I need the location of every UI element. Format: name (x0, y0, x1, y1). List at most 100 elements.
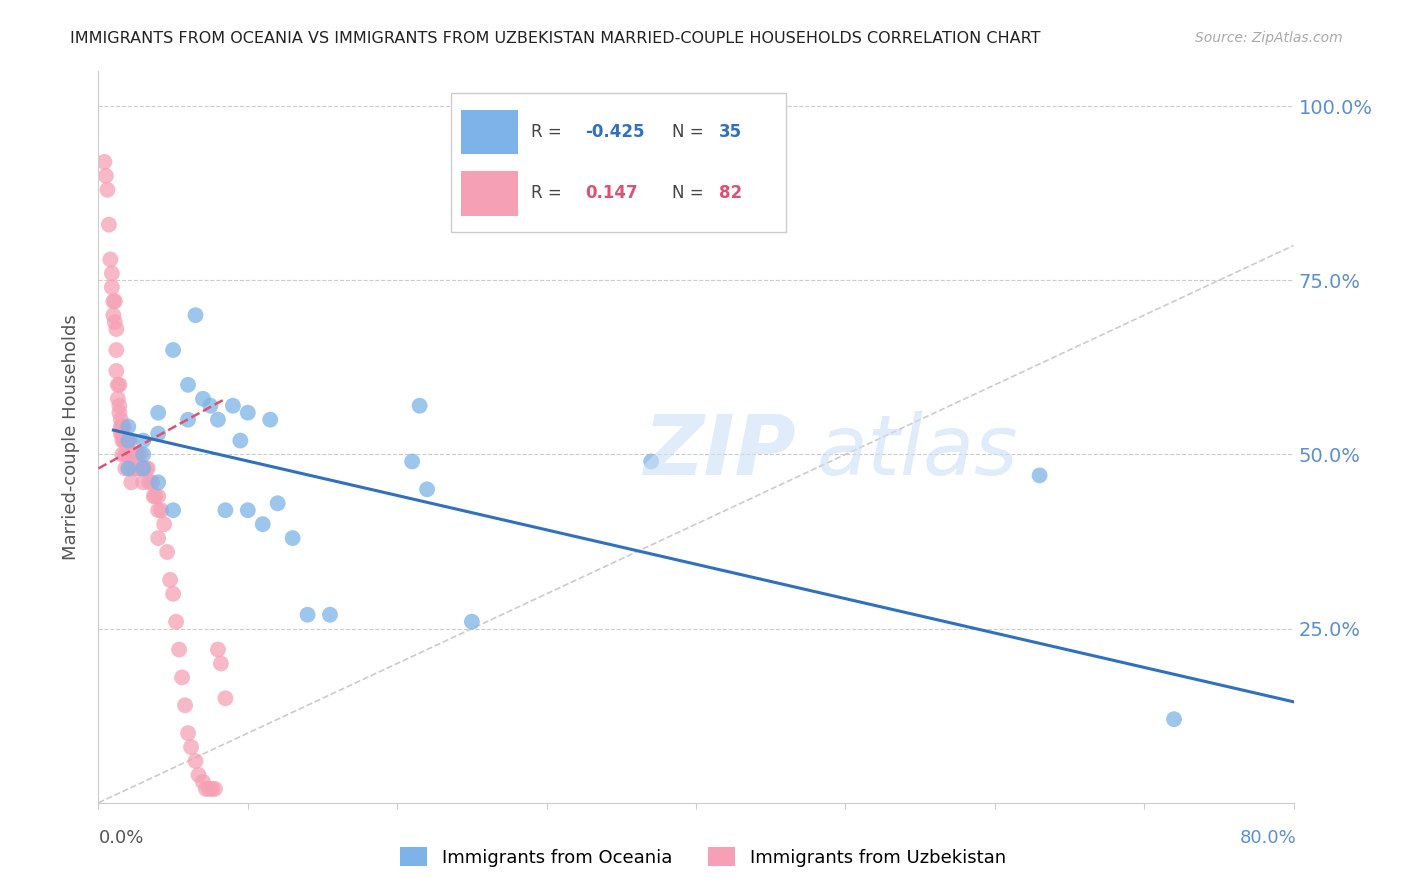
Point (236, 406, 259, 420)
Point (101, 280, 124, 294)
Y-axis label: Married-couple Households: Married-couple Households (62, 314, 80, 560)
Point (105, 364, 128, 378)
Text: 80.0%: 80.0% (1240, 829, 1296, 847)
Point (107, 377, 129, 392)
Point (416, 483, 439, 497)
Point (180, 740, 202, 755)
Point (100, 252, 122, 267)
Point (117, 448, 139, 462)
Point (267, 496, 290, 510)
Point (138, 475, 160, 490)
Point (132, 448, 155, 462)
Point (110, 426, 132, 441)
Point (148, 531, 170, 545)
Point (127, 461, 149, 475)
Point (297, 607, 319, 622)
Text: ZIP: ZIP (644, 411, 796, 492)
Point (97, 218, 120, 232)
Point (214, 691, 236, 706)
Point (162, 343, 184, 357)
Point (401, 454, 423, 468)
Point (118, 448, 141, 462)
Point (128, 461, 150, 475)
Point (236, 503, 259, 517)
Point (132, 461, 155, 475)
Point (105, 322, 128, 336)
Point (177, 412, 200, 426)
Point (162, 587, 184, 601)
Point (201, 781, 224, 796)
Point (187, 768, 209, 782)
Point (117, 419, 139, 434)
Point (117, 434, 139, 448)
Text: 0.0%: 0.0% (98, 829, 143, 847)
Point (117, 461, 139, 475)
Legend: Immigrants from Oceania, Immigrants from Uzbekistan: Immigrants from Oceania, Immigrants from… (392, 840, 1014, 874)
Point (115, 434, 138, 448)
Point (108, 377, 131, 392)
Point (114, 448, 136, 462)
Point (129, 461, 152, 475)
Point (111, 434, 134, 448)
Point (117, 434, 139, 448)
Point (191, 392, 214, 406)
Point (148, 426, 170, 441)
Point (108, 406, 131, 420)
Point (281, 531, 304, 545)
Point (112, 434, 135, 448)
Point (259, 412, 281, 426)
Point (142, 489, 165, 503)
Point (94, 169, 117, 183)
Point (159, 573, 181, 587)
Point (111, 419, 134, 434)
Point (141, 475, 163, 490)
Point (120, 461, 142, 475)
Point (222, 399, 245, 413)
Point (177, 377, 200, 392)
Point (177, 726, 200, 740)
Point (121, 448, 143, 462)
Point (111, 448, 134, 462)
Point (204, 781, 226, 796)
Point (184, 754, 207, 768)
Point (195, 781, 218, 796)
Point (127, 448, 149, 462)
Point (143, 489, 166, 503)
Point (148, 406, 170, 420)
Point (461, 615, 484, 629)
Point (252, 517, 274, 532)
Point (156, 545, 179, 559)
Point (167, 642, 190, 657)
Point (1163, 712, 1185, 726)
Point (114, 461, 136, 475)
Point (640, 454, 662, 468)
Point (162, 503, 184, 517)
Point (118, 434, 141, 448)
Point (198, 781, 221, 796)
Point (112, 419, 135, 434)
Point (319, 607, 342, 622)
Point (110, 412, 132, 426)
Point (135, 461, 157, 475)
Point (114, 434, 136, 448)
Point (120, 448, 142, 462)
Point (108, 399, 131, 413)
Point (107, 392, 129, 406)
Text: Source: ZipAtlas.com: Source: ZipAtlas.com (1195, 31, 1343, 45)
Point (105, 343, 128, 357)
Point (165, 615, 187, 629)
Point (209, 657, 232, 671)
Point (132, 461, 155, 475)
Point (120, 475, 142, 490)
Point (148, 475, 170, 490)
Point (150, 503, 173, 517)
Text: IMMIGRANTS FROM OCEANIA VS IMMIGRANTS FROM UZBEKISTAN MARRIED-COUPLE HOUSEHOLDS : IMMIGRANTS FROM OCEANIA VS IMMIGRANTS FR… (70, 31, 1040, 46)
Point (124, 461, 146, 475)
Point (104, 294, 127, 309)
Point (153, 517, 176, 532)
Point (93, 155, 115, 169)
Point (101, 266, 124, 280)
Point (110, 419, 132, 434)
Point (124, 448, 146, 462)
Point (103, 294, 125, 309)
